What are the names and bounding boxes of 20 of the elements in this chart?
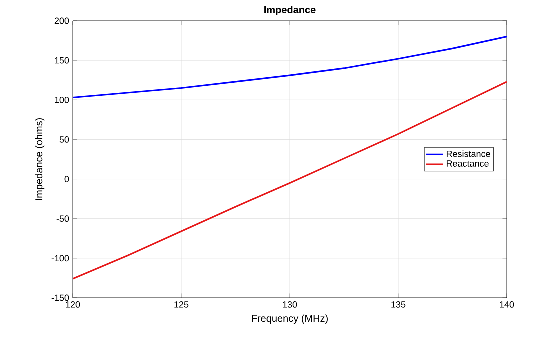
legend-label: Reactance xyxy=(446,160,489,167)
x-tick-label: 125 xyxy=(174,302,189,308)
line-series xyxy=(73,36,507,99)
y-tick-label: 200 xyxy=(54,18,70,24)
y-tick-label: -150 xyxy=(52,294,70,302)
y-tick-label: -100 xyxy=(52,255,70,262)
x-tick-label: 135 xyxy=(392,302,406,308)
legend-label: Resistance xyxy=(446,150,490,158)
y-tick-label: 50 xyxy=(60,136,70,143)
y-tick-label: 0 xyxy=(64,176,70,182)
y-tick-label: 150 xyxy=(55,57,70,64)
y-tick-label: -50 xyxy=(56,216,70,222)
x-tick-label: 130 xyxy=(283,302,298,308)
x-tick-label: 120 xyxy=(66,302,80,308)
y-axis-title: Impedance (ohms) xyxy=(35,118,45,200)
chart-title: Impedance xyxy=(264,6,316,16)
x-axis-title: Frequency (MHz) xyxy=(252,314,328,324)
y-tick-label: 100 xyxy=(55,96,70,104)
line-series xyxy=(73,81,507,280)
x-tick-label: 140 xyxy=(500,302,514,308)
